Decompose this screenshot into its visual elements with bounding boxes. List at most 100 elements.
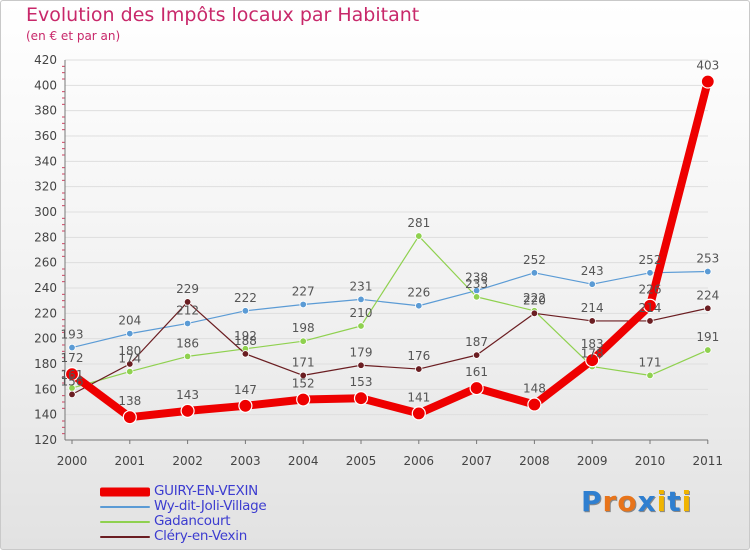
logo-letter: x bbox=[637, 485, 657, 518]
data-label: 176 bbox=[407, 349, 430, 363]
data-point bbox=[415, 302, 423, 310]
data-point bbox=[646, 371, 654, 380]
data-point bbox=[122, 410, 137, 425]
data-point bbox=[704, 267, 712, 276]
data-point bbox=[588, 280, 596, 288]
y-tick-label: 140 bbox=[34, 408, 57, 422]
y-tick-label: 220 bbox=[34, 306, 57, 320]
y-tick-label: 360 bbox=[34, 129, 57, 143]
data-label: 226 bbox=[407, 286, 430, 300]
data-point bbox=[296, 392, 311, 407]
legend-label: Cléry-en-Vexin bbox=[154, 528, 247, 544]
data-label: 161 bbox=[465, 365, 488, 379]
logo-letter: r bbox=[602, 485, 618, 518]
data-point bbox=[527, 397, 542, 412]
data-label: 161 bbox=[61, 368, 84, 382]
series-line bbox=[71, 235, 709, 389]
y-tick-label: 240 bbox=[34, 281, 57, 295]
data-label: 186 bbox=[176, 336, 199, 350]
x-tick-label: 2007 bbox=[461, 454, 492, 468]
data-label: 227 bbox=[292, 284, 315, 298]
chart-subtitle: (en € et par an) bbox=[26, 29, 121, 43]
data-label: 152 bbox=[292, 376, 315, 390]
data-label: 224 bbox=[696, 288, 719, 302]
data-label: 222 bbox=[523, 291, 546, 305]
data-label: 198 bbox=[292, 321, 315, 335]
x-tick-label: 2009 bbox=[577, 454, 608, 468]
y-tick-label: 200 bbox=[34, 332, 57, 346]
data-label: 210 bbox=[350, 306, 373, 320]
logo-letter: i bbox=[681, 485, 693, 518]
data-label: 222 bbox=[234, 291, 257, 305]
data-label: 252 bbox=[523, 253, 546, 267]
data-point bbox=[472, 293, 481, 301]
data-label: 148 bbox=[523, 382, 546, 396]
legend-label: GUIRY-EN-VEXIN bbox=[154, 483, 258, 499]
legend-swatch bbox=[100, 520, 150, 523]
data-label: 253 bbox=[696, 252, 719, 266]
data-point bbox=[646, 269, 654, 277]
data-point bbox=[530, 309, 539, 318]
data-point bbox=[646, 317, 654, 325]
data-label: 172 bbox=[61, 351, 84, 365]
data-point bbox=[530, 269, 539, 277]
data-point bbox=[68, 343, 76, 352]
data-point bbox=[642, 298, 658, 313]
y-tick-label: 180 bbox=[34, 357, 57, 371]
data-point bbox=[299, 300, 307, 309]
data-point bbox=[68, 390, 76, 399]
data-point bbox=[180, 403, 195, 418]
logo-letter: P bbox=[581, 485, 603, 518]
proxiti-logo: Proxiti bbox=[581, 485, 692, 518]
series-lines bbox=[64, 74, 715, 425]
legend-swatch bbox=[100, 535, 150, 538]
data-label: 179 bbox=[350, 345, 373, 359]
legend-swatch bbox=[100, 505, 150, 508]
legend-label: Wy-dit-Joli-Village bbox=[154, 498, 267, 514]
data-point bbox=[357, 361, 365, 369]
y-tick-label: 420 bbox=[34, 53, 57, 67]
axes: 120 140 160 180 200 220 240 260 280 300 320 340 360 3… bbox=[34, 53, 723, 468]
data-label: 141 bbox=[407, 390, 430, 404]
data-label: 252 bbox=[639, 253, 662, 267]
data-label: 138 bbox=[118, 394, 141, 408]
y-tick-label: 120 bbox=[34, 433, 57, 447]
x-tick-label: 2001 bbox=[115, 454, 146, 468]
y-tick-label: 400 bbox=[34, 78, 57, 92]
data-label: 156 bbox=[61, 374, 84, 388]
data-point bbox=[241, 307, 250, 315]
data-point bbox=[241, 350, 250, 358]
data-label: 147 bbox=[234, 383, 257, 397]
data-label: 174 bbox=[118, 352, 141, 366]
data-label: 220 bbox=[523, 293, 546, 307]
series-line bbox=[71, 270, 709, 349]
data-label: 233 bbox=[465, 277, 488, 291]
data-label: 178 bbox=[581, 347, 604, 361]
y-tick-label: 340 bbox=[34, 154, 57, 168]
data-label: 214 bbox=[581, 301, 604, 315]
data-label: 153 bbox=[350, 375, 373, 389]
data-label: 193 bbox=[61, 328, 84, 342]
data-label: 243 bbox=[581, 264, 604, 278]
data-label: 183 bbox=[581, 337, 604, 351]
data-point bbox=[415, 365, 423, 373]
x-tick-label: 2002 bbox=[172, 454, 203, 468]
data-point bbox=[704, 304, 712, 312]
data-label: 204 bbox=[118, 314, 141, 328]
data-label: 281 bbox=[407, 216, 430, 230]
legend-swatch bbox=[100, 487, 150, 496]
series-line bbox=[71, 301, 709, 395]
data-point bbox=[411, 406, 426, 421]
data-label: 171 bbox=[292, 355, 315, 369]
data-point bbox=[357, 295, 365, 304]
data-point bbox=[357, 322, 365, 330]
data-point bbox=[299, 337, 307, 345]
x-tick-label: 2010 bbox=[635, 454, 666, 468]
data-label: 238 bbox=[465, 271, 488, 285]
data-point bbox=[126, 329, 134, 338]
data-label: 143 bbox=[176, 388, 199, 402]
data-point bbox=[415, 232, 423, 240]
data-point bbox=[353, 391, 369, 406]
